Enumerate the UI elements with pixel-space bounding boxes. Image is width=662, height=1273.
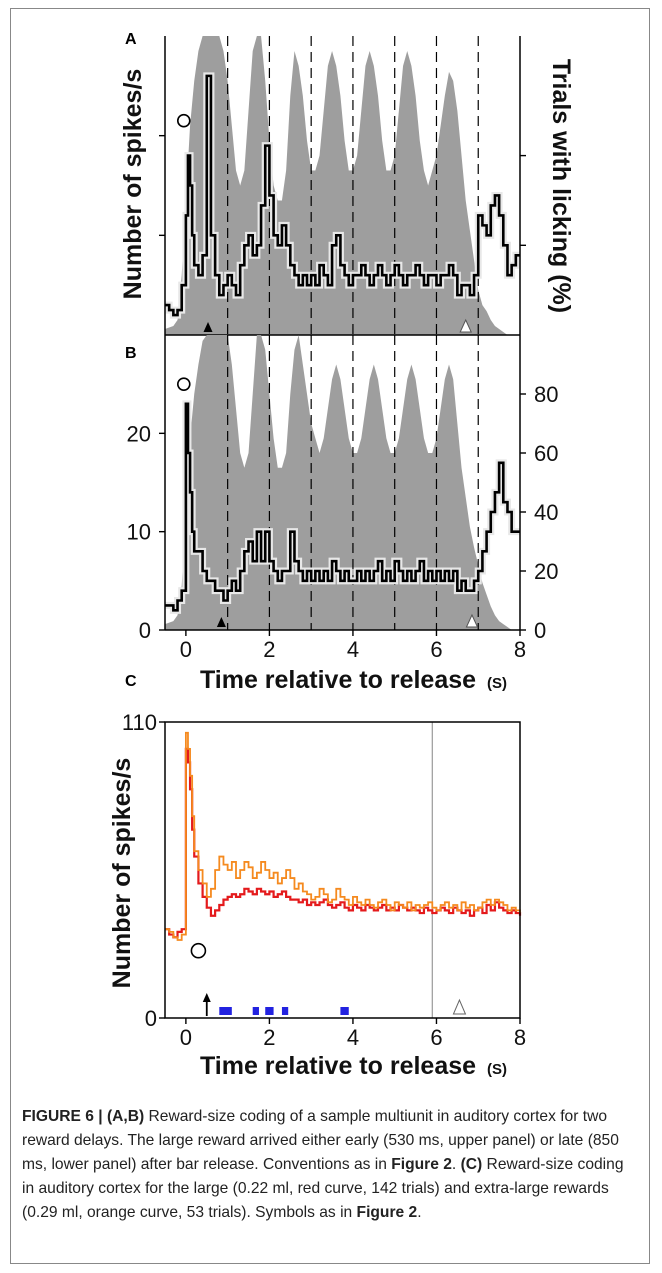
series-extra_large_reward bbox=[165, 731, 521, 941]
series-large_reward bbox=[165, 747, 522, 939]
blue-bar-c-4 bbox=[340, 1007, 349, 1015]
open-triangle-marker-c bbox=[452, 998, 467, 1015]
ab-left-axis-title: Number of spikes/s bbox=[119, 69, 147, 300]
tick-label-b-x-0: 0 bbox=[180, 637, 192, 662]
blue-bar-c-0 bbox=[219, 1007, 232, 1015]
open-triangle-marker-B bbox=[465, 613, 479, 628]
tick-label-b-x-4: 8 bbox=[514, 637, 526, 662]
tick-label-b-x-1: 2 bbox=[263, 637, 275, 662]
c-x-axis-title: Time relative to release bbox=[200, 1052, 476, 1080]
ab-x-axis-unit: (S) bbox=[487, 675, 507, 692]
tick-label-b-x-2: 4 bbox=[347, 637, 359, 662]
tick-label-b-x-3: 6 bbox=[430, 637, 442, 662]
spike-rate-line-A bbox=[165, 74, 520, 317]
caption-figure-ref-2: Figure 2 bbox=[356, 1204, 418, 1221]
circle-marker-B bbox=[176, 377, 191, 391]
tick-label-b-right-4: 80 bbox=[534, 382, 558, 407]
tick-label-b-right-1: 20 bbox=[534, 559, 558, 584]
licking-area-A bbox=[165, 36, 520, 335]
caption-figure-ref-1: Figure 2 bbox=[391, 1156, 452, 1173]
circle-marker-c bbox=[190, 942, 207, 959]
panel-label-c: C bbox=[125, 673, 137, 690]
circle-marker-A bbox=[176, 113, 191, 128]
caption-text-4: . bbox=[417, 1204, 422, 1221]
tick-label-c-x-3: 6 bbox=[430, 1025, 442, 1050]
tick-label-b-right-0: 0 bbox=[534, 618, 546, 643]
filled-triangle-marker-A bbox=[203, 322, 213, 332]
figure-frame bbox=[10, 8, 650, 1264]
c-y-axis-title: Number of spikes/s bbox=[108, 758, 136, 989]
figure-caption: FIGURE 6 | (A,B) Reward-size coding of a… bbox=[22, 1105, 632, 1225]
tick-label-b-left-0: 0 bbox=[139, 618, 151, 643]
blue-bar-c-2 bbox=[265, 1007, 274, 1015]
caption-c-ref: (C) bbox=[460, 1156, 483, 1173]
tick-label-c-x-0: 0 bbox=[180, 1025, 192, 1050]
caption-ab-ref: (A,B) bbox=[106, 1108, 145, 1125]
tick-label-b-right-2: 40 bbox=[534, 500, 558, 525]
ab-right-axis-title: Trials with licking (%) bbox=[547, 59, 575, 313]
tick-label-c-y-1: 110 bbox=[122, 710, 157, 735]
spike-rate-line-B bbox=[165, 402, 520, 612]
open-triangle-marker-A bbox=[459, 318, 472, 333]
caption-text-3: Reward-size coding in auditory cortex fo… bbox=[22, 1156, 624, 1221]
ab-x-axis-title: Time relative to release bbox=[200, 666, 476, 694]
blue-bar-c-1 bbox=[252, 1007, 259, 1015]
panel-label-a: A bbox=[125, 31, 137, 48]
filled-triangle-marker-B bbox=[216, 617, 226, 627]
arrow-head-c bbox=[202, 993, 211, 1002]
plot-frame-c bbox=[164, 721, 521, 1019]
caption-text-1: Reward-size coding of a sample multiunit… bbox=[22, 1108, 619, 1173]
blue-bar-c-3 bbox=[281, 1007, 289, 1015]
tick-label-c-x-2: 4 bbox=[347, 1025, 359, 1050]
tick-label-b-right-3: 60 bbox=[534, 441, 558, 466]
tick-label-b-left-1: 10 bbox=[127, 520, 151, 545]
c-x-axis-unit: (S) bbox=[487, 1061, 507, 1078]
caption-label: FIGURE 6 | bbox=[22, 1108, 107, 1125]
panel-label-b: B bbox=[125, 345, 137, 362]
tick-label-c-x-1: 2 bbox=[263, 1025, 275, 1050]
tick-label-c-x-4: 8 bbox=[514, 1025, 526, 1050]
tick-label-c-y-0: 0 bbox=[145, 1006, 157, 1031]
caption-text-2: . bbox=[451, 1156, 461, 1173]
tick-label-b-left-2: 20 bbox=[127, 421, 151, 446]
